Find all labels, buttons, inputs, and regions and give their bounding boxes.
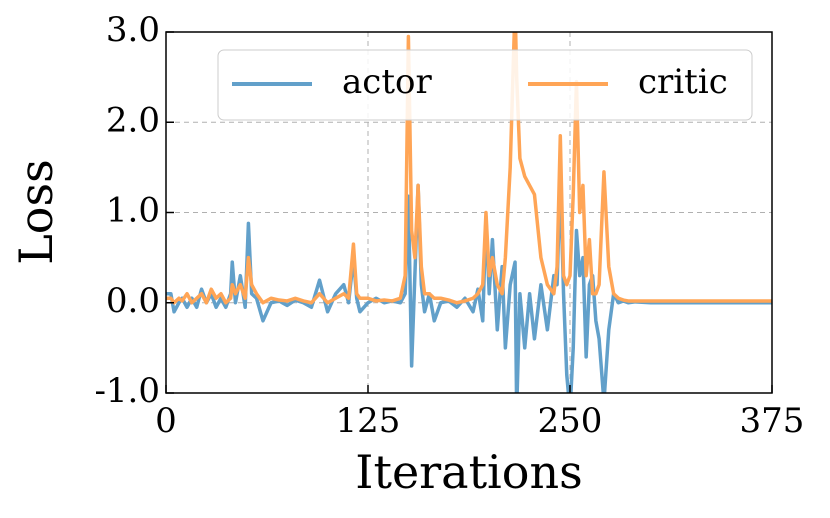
x-tick-label: 0: [155, 401, 177, 441]
axes: -1.0 0.0 1.0 2.0 3.0 0 125 250 375: [94, 10, 804, 441]
y-tick-label: 1.0: [106, 191, 160, 231]
legend-label: critic: [638, 62, 728, 102]
x-tick-label: 250: [538, 401, 603, 441]
y-tick-label: -1.0: [94, 371, 160, 411]
y-tick-label: 3.0: [106, 10, 160, 50]
y-tick-label: 0.0: [106, 281, 160, 321]
x-axis-label: Iterations: [355, 445, 582, 499]
legend-box: [217, 49, 753, 121]
x-tick-label: 125: [336, 401, 401, 441]
legend: actor critic: [217, 49, 753, 121]
legend-label: actor: [342, 62, 432, 102]
plot-lines: [166, 32, 772, 393]
series-line: [166, 32, 772, 305]
y-tick-label: 2.0: [106, 100, 160, 140]
y-axis-label: Loss: [9, 159, 63, 264]
x-tick-label: 375: [740, 401, 805, 441]
